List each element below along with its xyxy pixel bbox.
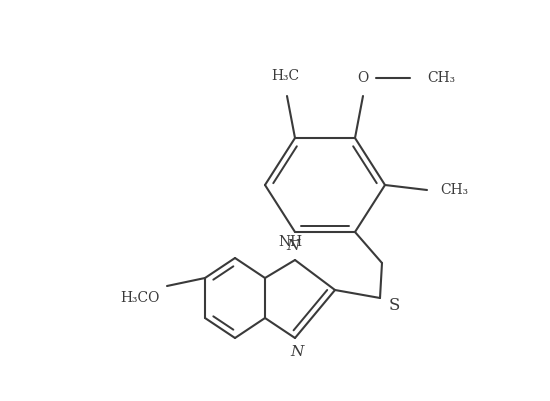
- Text: H₃CO: H₃CO: [120, 291, 160, 305]
- Text: N: N: [287, 239, 300, 253]
- Text: CH₃: CH₃: [440, 183, 468, 197]
- Text: CH₃: CH₃: [427, 71, 455, 85]
- Text: N: N: [290, 345, 304, 359]
- Text: NH: NH: [278, 235, 302, 249]
- Text: H₃C: H₃C: [271, 69, 299, 83]
- Text: O: O: [358, 71, 368, 85]
- Text: S: S: [388, 298, 400, 314]
